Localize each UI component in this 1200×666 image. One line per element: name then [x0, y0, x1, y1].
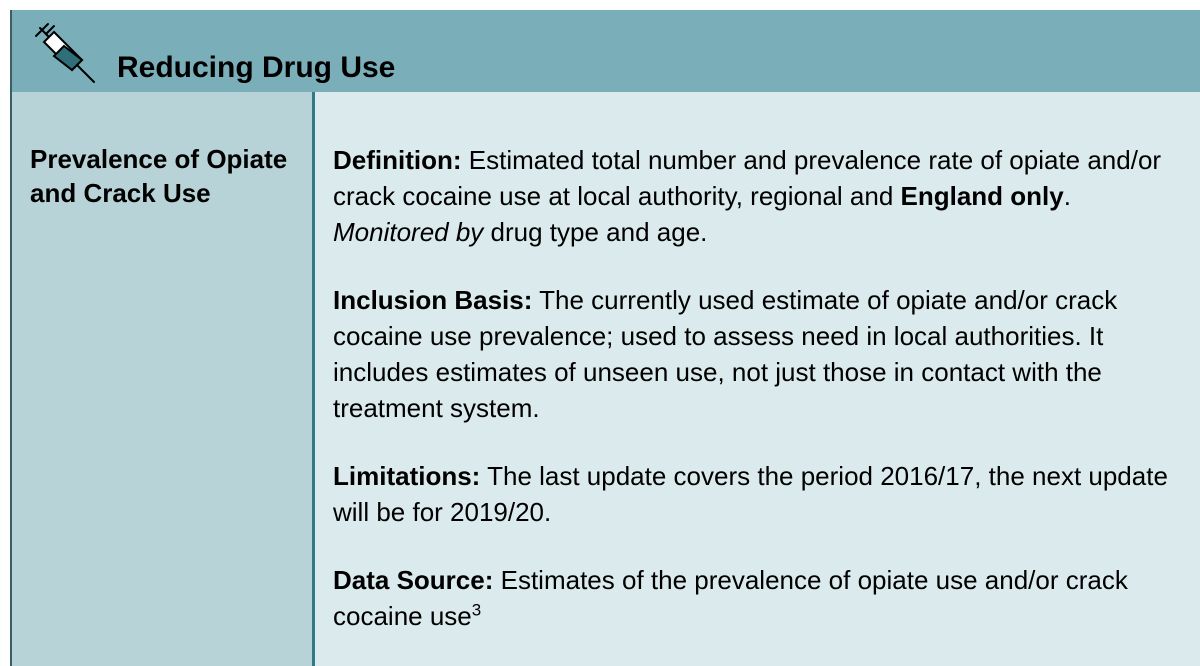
section: Definition: Estimated total number and p…	[333, 142, 1193, 250]
section-text: Estimates of the prevalence of opiate us…	[333, 565, 1128, 631]
section-heading: Definition:	[333, 145, 462, 175]
header: Reducing Drug Use	[10, 10, 1200, 92]
section-text: The currently used estimate of opiate an…	[333, 285, 1118, 423]
section: Data Source: Estimates of the prevalence…	[333, 562, 1193, 634]
row-label: Prevalence of Opiate and Crack Use	[30, 144, 288, 208]
section: Limitations: The last update covers the …	[333, 458, 1193, 530]
section-heading: Data Source:	[333, 565, 494, 595]
table: Reducing Drug Use Prevalence of Opiate a…	[10, 10, 1200, 666]
section-heading: Limitations:	[333, 461, 481, 491]
row-content-cell: Definition: Estimated total number and p…	[312, 92, 1200, 666]
section-text: England only	[900, 181, 1064, 211]
section-text: The last update covers the period 2016/1…	[333, 461, 1168, 527]
header-title: Reducing Drug Use	[117, 51, 396, 84]
syringe-icon	[35, 23, 95, 83]
section-text: Estimated total number and prevalence ra…	[333, 145, 1162, 211]
section-text: .	[1063, 181, 1071, 211]
content: Definition: Estimated total number and p…	[333, 142, 1193, 666]
row-label-cell: Prevalence of Opiate and Crack Use	[10, 92, 312, 666]
section-text: 3	[471, 600, 482, 620]
section: Inclusion Basis: The currently used esti…	[333, 282, 1193, 426]
section-text: Monitored by	[333, 217, 484, 247]
section-heading: Inclusion Basis:	[333, 285, 533, 315]
section-text: drug type and age.	[483, 217, 708, 247]
